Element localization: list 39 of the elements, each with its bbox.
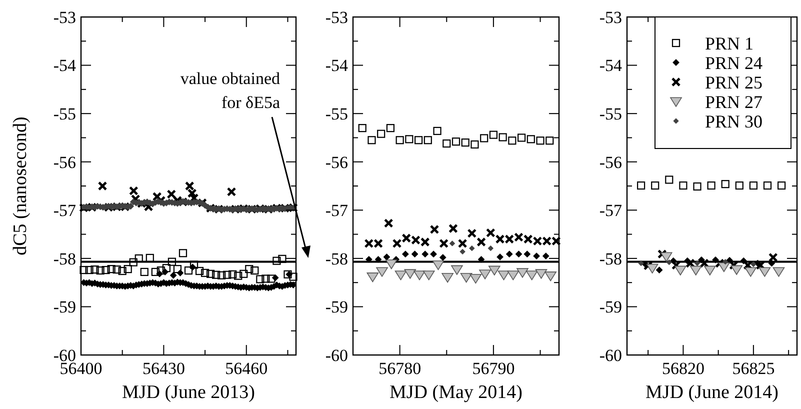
legend-label: PRN 24 xyxy=(705,52,763,73)
y-tick-label: -55 xyxy=(53,104,76,124)
y-tick-label: -60 xyxy=(599,346,622,365)
y-tick-label: -57 xyxy=(599,201,622,220)
x-tick-label: 56780 xyxy=(378,359,422,378)
y-tick-label: -54 xyxy=(325,56,348,76)
x-tick-label: 56790 xyxy=(472,359,515,378)
y-tick-label: -57 xyxy=(325,201,348,220)
y-tick-label: -54 xyxy=(599,56,622,76)
y-tick-label: -56 xyxy=(53,152,76,172)
y-tick-label: -58 xyxy=(325,249,348,268)
legend-label: PRN 1 xyxy=(705,33,754,54)
x-tick-label: 56460 xyxy=(225,359,268,378)
y-axis-title: dC5 (nanosecond) xyxy=(10,116,31,256)
y-tick-label: -60 xyxy=(325,346,348,365)
y-tick-label: -58 xyxy=(53,249,76,268)
y-tick-label: -59 xyxy=(53,298,76,317)
y-tick-label: -59 xyxy=(599,298,622,317)
y-tick-label: -57 xyxy=(53,201,76,220)
x-axis-title: MJD (June 2013) xyxy=(122,382,255,403)
y-tick-label: -55 xyxy=(325,104,348,124)
x-tick-label: 56820 xyxy=(662,359,704,378)
y-tick-label: -53 xyxy=(53,8,76,27)
legend-label: PRN 30 xyxy=(705,111,763,132)
y-tick-label: -56 xyxy=(325,152,348,172)
legend-label: PRN 27 xyxy=(705,92,763,112)
y-tick-label: -53 xyxy=(325,8,348,27)
y-tick-label: -55 xyxy=(599,104,622,124)
y-tick-label: -56 xyxy=(599,152,622,172)
y-tick-label: -54 xyxy=(53,56,76,76)
y-tick-label: -53 xyxy=(599,8,622,27)
y-tick-label: -59 xyxy=(325,298,348,317)
x-axis-title: MJD (June 2014) xyxy=(646,382,778,403)
y-tick-label: -58 xyxy=(599,249,622,268)
legend-label: PRN 25 xyxy=(705,72,763,92)
annotation: value obtained for δE5a xyxy=(180,69,280,112)
x-tick-label: 56430 xyxy=(142,359,185,378)
x-tick-label: 56825 xyxy=(732,359,775,378)
x-axis-title: MJD (May 2014) xyxy=(390,382,522,403)
